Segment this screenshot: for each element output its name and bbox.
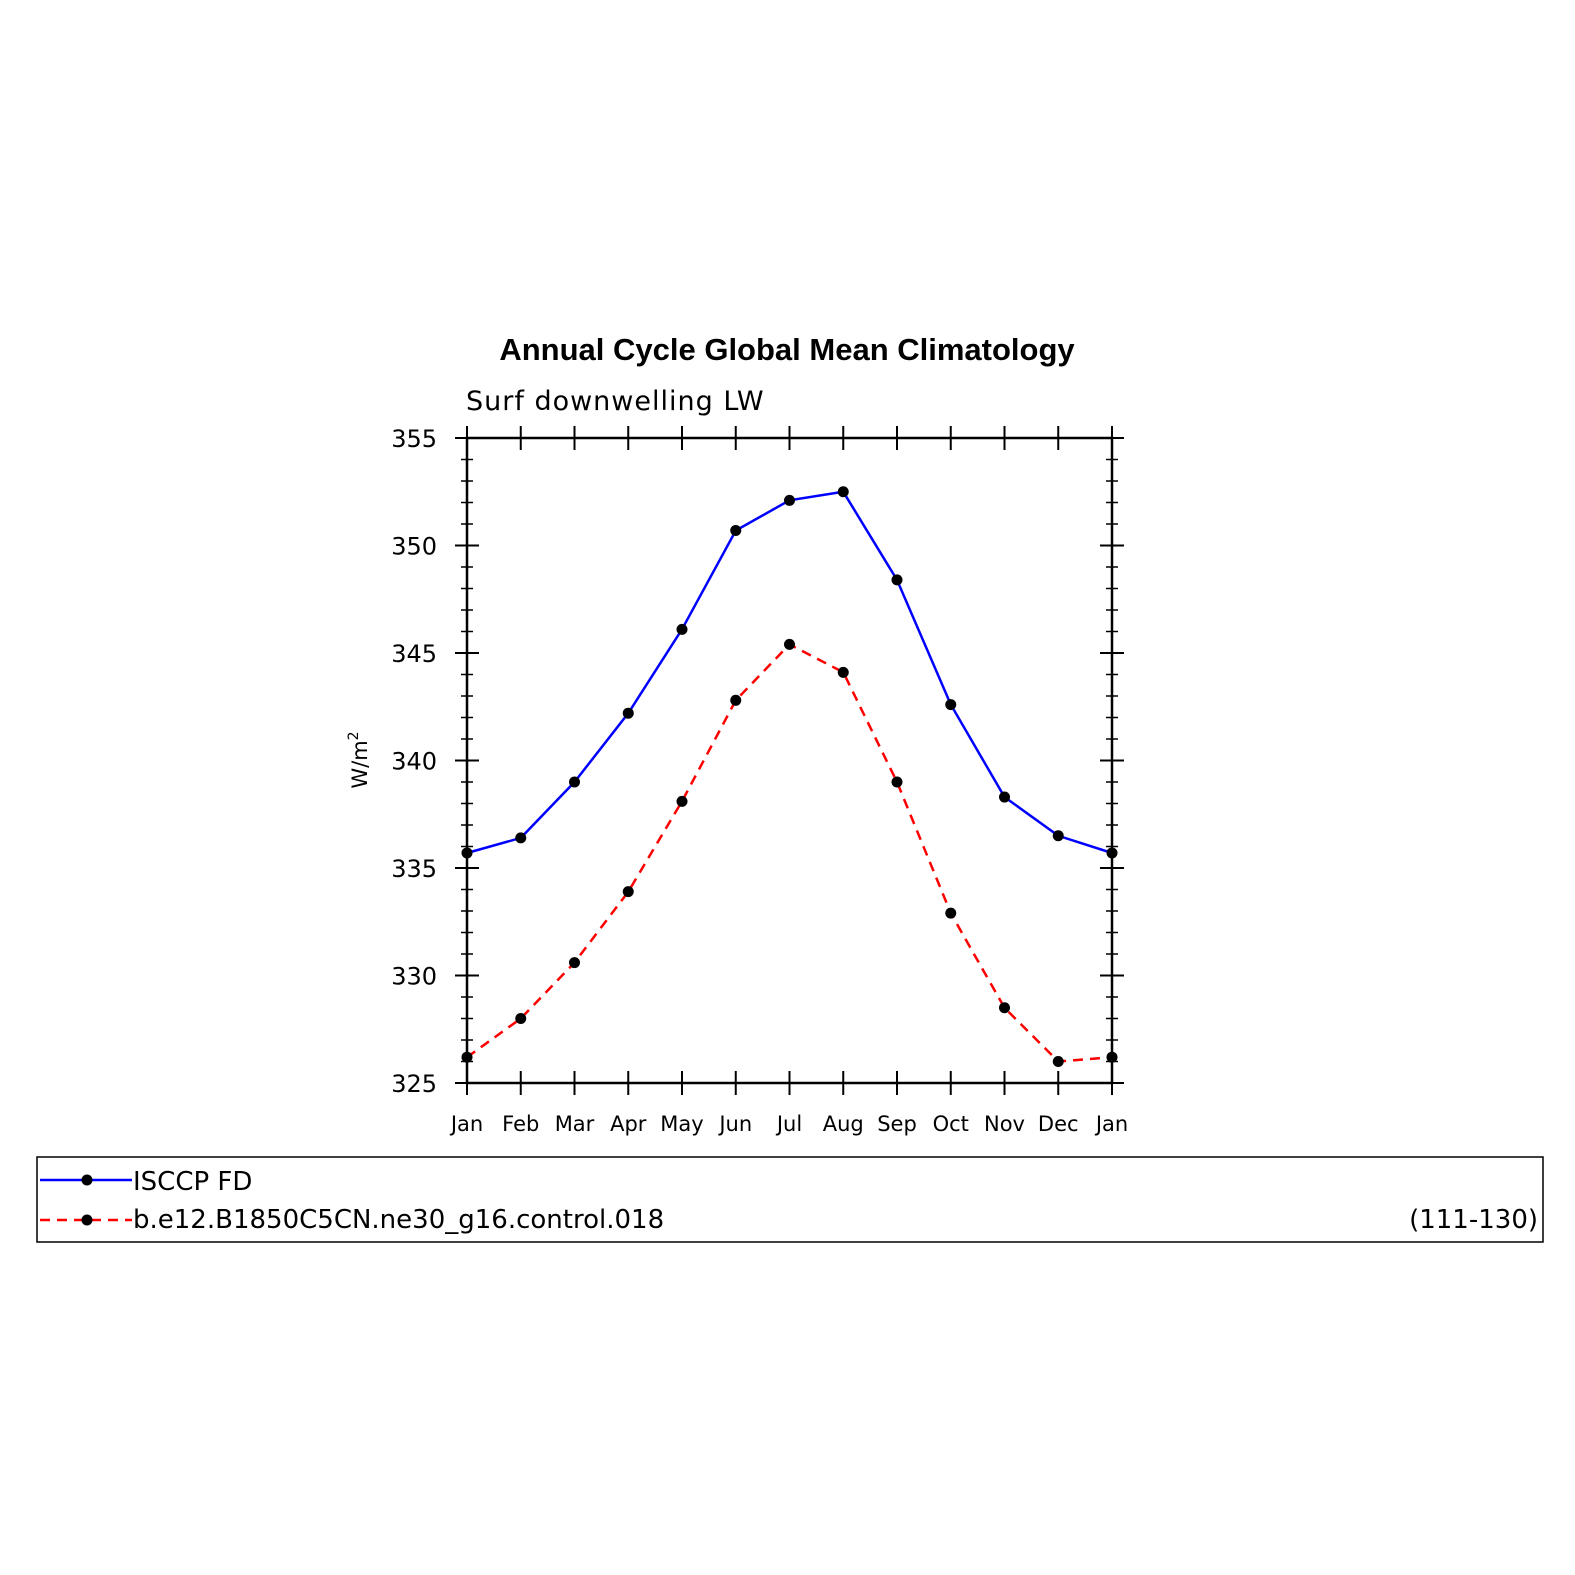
series-1-point xyxy=(891,776,903,788)
y-axis-label-text: W/m xyxy=(348,740,372,788)
x-tick-label: Jan xyxy=(1094,1112,1128,1136)
y-tick-label: 325 xyxy=(391,1070,437,1098)
x-tick-label: Apr xyxy=(610,1112,647,1136)
series-0-point xyxy=(1052,830,1064,842)
series-1-point xyxy=(515,1013,527,1024)
series-layer xyxy=(461,486,1118,1067)
y-tick-label: 355 xyxy=(391,425,437,453)
x-tick-label: Feb xyxy=(502,1112,539,1136)
series-0-point xyxy=(999,791,1010,803)
x-tick-label: Jun xyxy=(717,1112,752,1136)
series-0-point xyxy=(784,494,795,506)
legend-entry-isccp: ISCCP FD xyxy=(133,1167,252,1197)
series-0-point xyxy=(515,832,527,844)
series-line-1 xyxy=(466,642,1113,1063)
legend-marker-isccp xyxy=(81,1174,93,1186)
legend-marker-model xyxy=(81,1214,93,1226)
series-1-point xyxy=(676,795,688,807)
y-tick-label: 330 xyxy=(391,963,437,991)
legend-box xyxy=(36,1156,1544,1243)
y-tick-label: 340 xyxy=(391,748,437,776)
plot-frame xyxy=(465,436,1114,1085)
series-line-0 xyxy=(466,490,1113,855)
series-1-point xyxy=(945,907,957,919)
chart-subtitle: Surf downwelling LW xyxy=(466,386,765,417)
series-1-point xyxy=(622,886,634,898)
legend: ISCCP FD b.e12.B1850C5CN.ne30_g16.contro… xyxy=(36,1156,1544,1243)
y-tick-label: 345 xyxy=(391,640,437,668)
x-tick-label: Aug xyxy=(823,1112,864,1136)
series-0-point xyxy=(569,776,580,788)
y-axis-label: W/m2 xyxy=(346,731,372,788)
chart-title: Annual Cycle Global Mean Climatology xyxy=(499,332,1075,367)
x-tick-label: Mar xyxy=(555,1112,595,1136)
legend-entry-model: b.e12.B1850C5CN.ne30_g16.control.018 xyxy=(133,1205,664,1235)
x-tick-label: Oct xyxy=(933,1112,969,1136)
ticks-layer xyxy=(455,426,1124,1095)
series-1-point xyxy=(837,666,849,678)
x-tick-label: Jul xyxy=(775,1112,802,1136)
y-tick-label: 350 xyxy=(391,533,437,561)
series-0-point xyxy=(837,486,849,498)
x-tick-label: Nov xyxy=(984,1112,1025,1136)
x-tick-label: May xyxy=(660,1112,703,1136)
x-tick-label: Jan xyxy=(449,1112,483,1136)
series-0-point xyxy=(891,574,903,586)
series-1-point xyxy=(784,638,795,650)
series-0-point xyxy=(730,524,742,536)
x-tick-label: Sep xyxy=(877,1112,917,1136)
series-1-point xyxy=(569,957,580,969)
series-0-point xyxy=(622,707,634,719)
series-0-point xyxy=(676,623,688,635)
legend-note: (111-130) xyxy=(1409,1205,1538,1235)
y-axis-label-superscript: 2 xyxy=(346,731,362,740)
series-0-point xyxy=(945,699,957,711)
series-1-point xyxy=(1052,1056,1064,1067)
y-tick-label: 335 xyxy=(391,855,437,883)
svg-text:W/m2: W/m2 xyxy=(346,731,372,788)
x-tick-label: Dec xyxy=(1038,1112,1079,1136)
labels-layer: 325 330 335 340 345 350 355 Jan Feb Mar Apr May Jun J… xyxy=(391,425,1128,1136)
series-1-point xyxy=(730,694,742,706)
series-1-point xyxy=(999,1002,1010,1014)
